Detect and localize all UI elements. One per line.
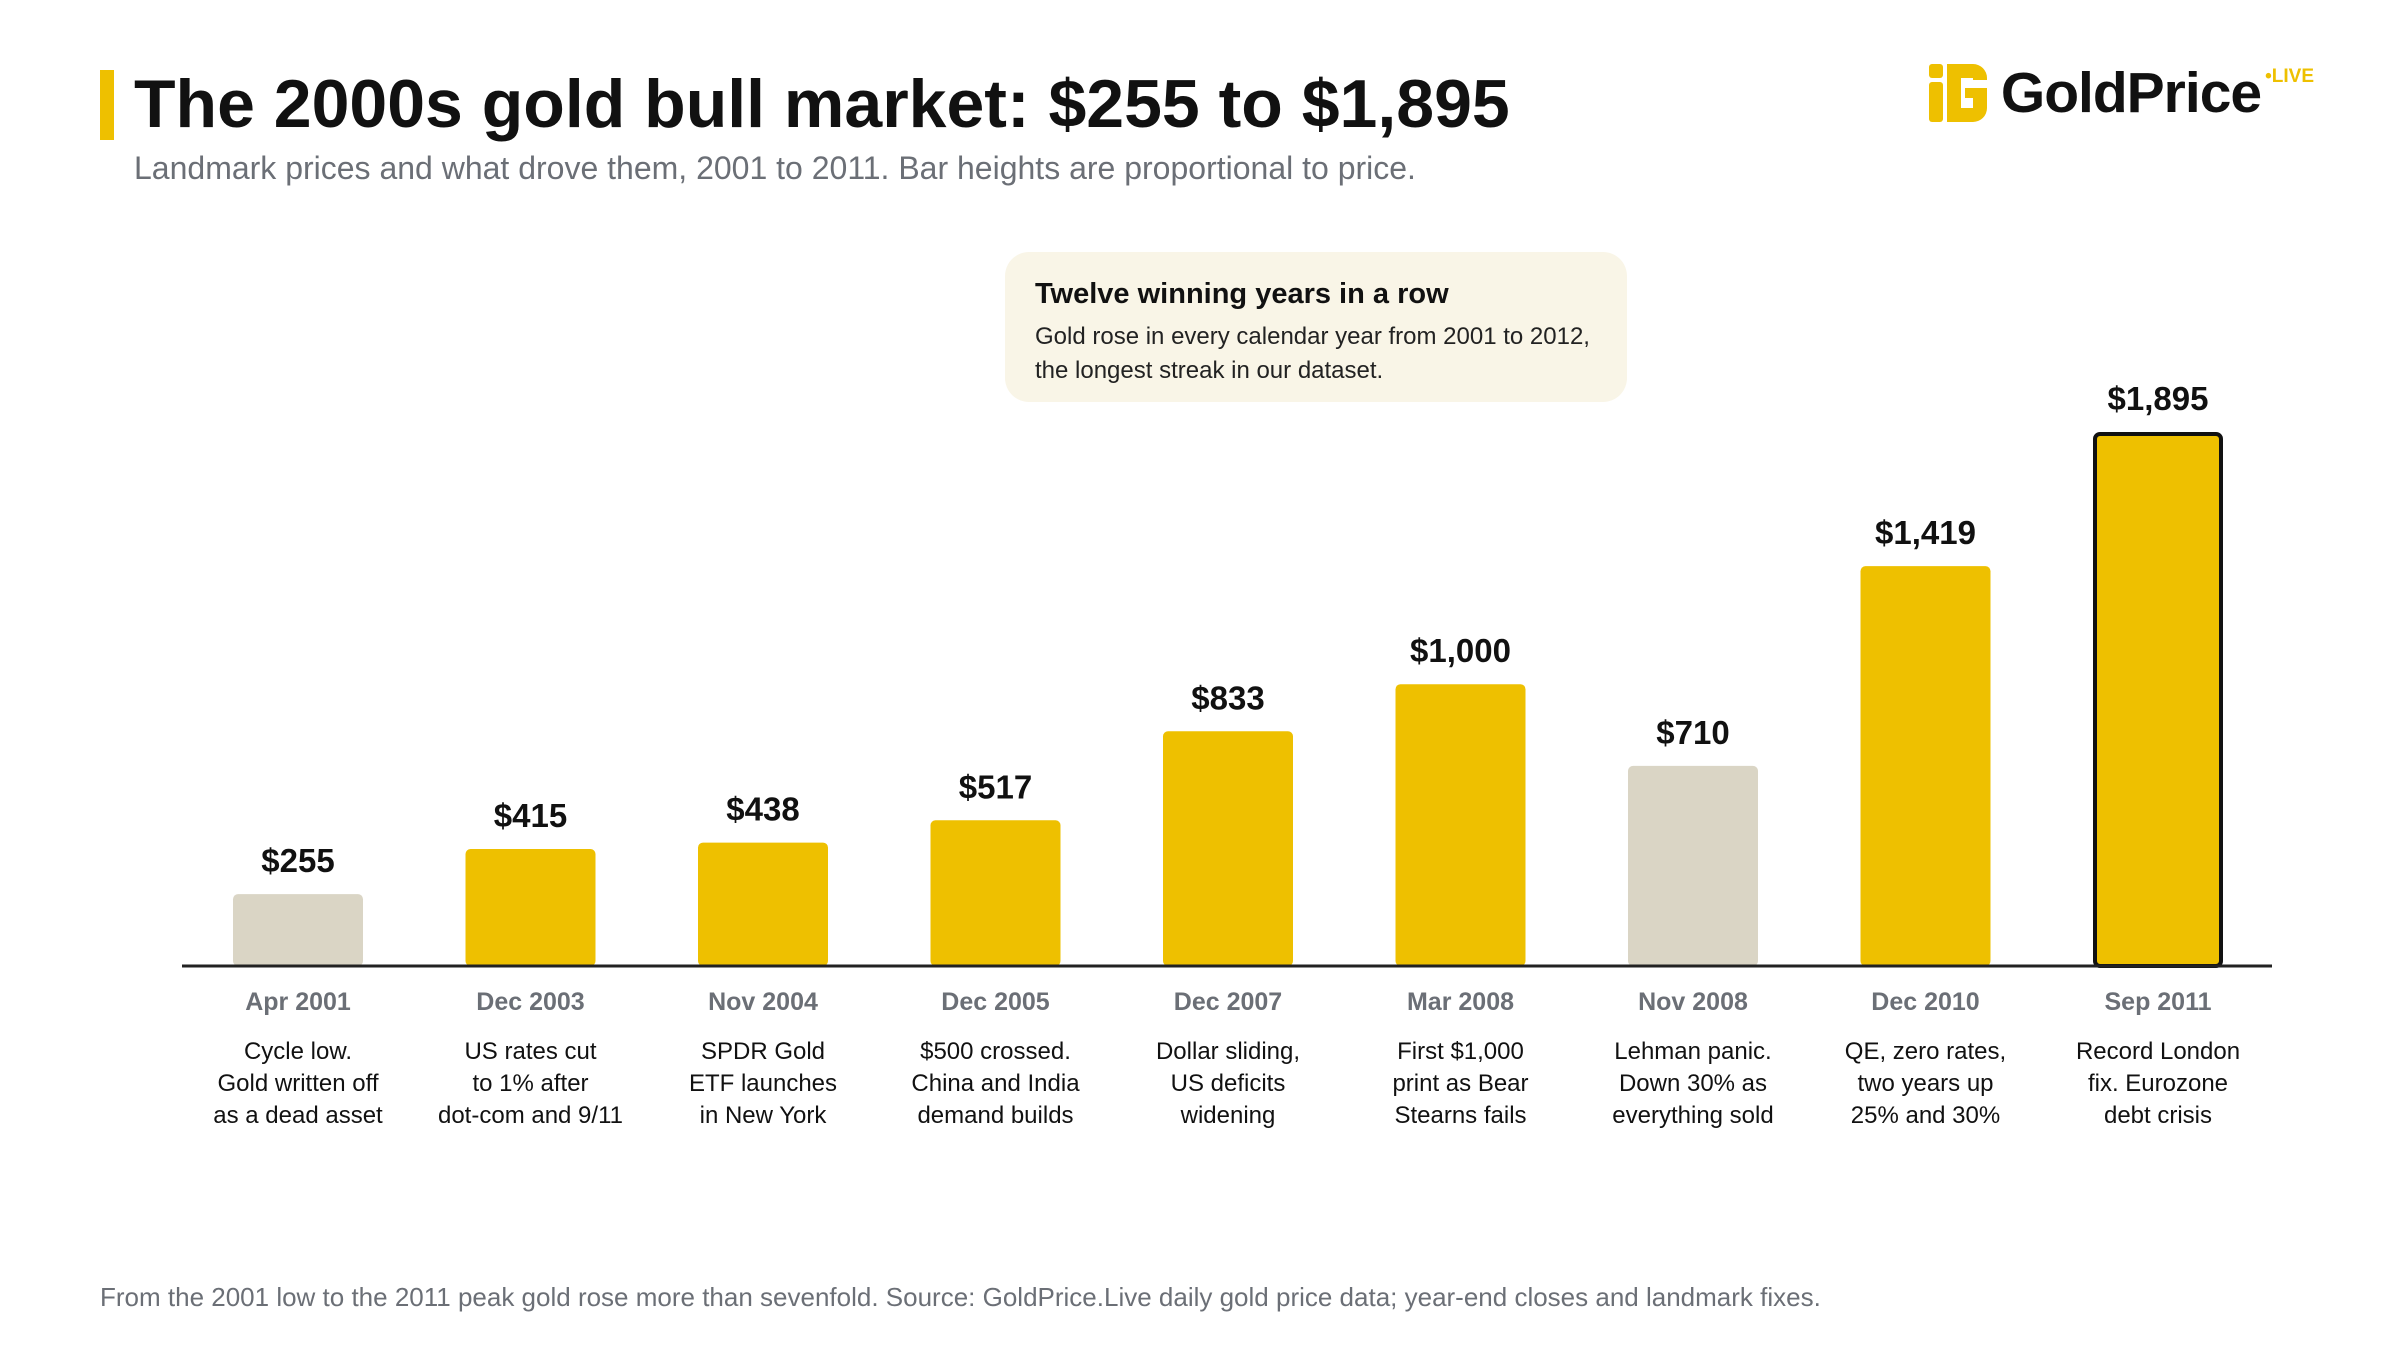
- bar-annotation: demand builds: [917, 1102, 1073, 1129]
- bar-annotation: to 1% after: [472, 1070, 588, 1097]
- goldprice-logo-icon: [1928, 64, 1987, 122]
- bar-annotation: Record London: [2076, 1038, 2240, 1065]
- bar-annotation: Lehman panic.: [1614, 1038, 1771, 1065]
- footer-note: From the 2001 low to the 2011 peak gold …: [100, 1282, 1821, 1312]
- bar-annotation: US deficits: [1171, 1070, 1286, 1097]
- callout-body: Gold rose in every calendar year from 20…: [1035, 323, 1590, 384]
- x-tick-label: Sep 2011: [2104, 988, 2211, 1016]
- bar-value-label: $415: [494, 797, 567, 834]
- bar-annotation: Dollar sliding,: [1156, 1038, 1300, 1065]
- bar: [698, 842, 828, 966]
- bar-annotation: Down 30% as: [1619, 1070, 1767, 1097]
- chart-subtitle: Landmark prices and what drove them, 200…: [134, 150, 1416, 186]
- x-tick-label: Apr 2001: [245, 988, 351, 1016]
- callout-title: Twelve winning years in a row: [1035, 278, 1449, 310]
- bar-annotation: widening: [1180, 1102, 1276, 1129]
- bar: [233, 894, 363, 966]
- bar-annotation: $500 crossed.: [920, 1038, 1071, 1065]
- bar-annotation: First $1,000: [1397, 1038, 1524, 1065]
- bar-annotation: Stearns fails: [1394, 1102, 1526, 1129]
- bar: [1395, 684, 1526, 966]
- bar-value-label: $1,895: [2108, 380, 2209, 417]
- bar-annotation: debt crisis: [2104, 1102, 2212, 1129]
- bar-value-label: $710: [1656, 714, 1729, 751]
- bar-annotation: SPDR Gold: [701, 1038, 825, 1065]
- bar-annotation: everything sold: [1612, 1102, 1773, 1129]
- bar-annotation: ETF launches: [689, 1070, 837, 1097]
- bar-value-label: $517: [959, 768, 1032, 805]
- bar-value-label: $1,419: [1875, 514, 1976, 551]
- bar-annotation: as a dead asset: [213, 1102, 383, 1129]
- bar-annotation: in New York: [700, 1102, 828, 1129]
- chart-title: The 2000s gold bull market: $255 to $1,8…: [134, 66, 1510, 142]
- x-tick-label: Mar 2008: [1407, 988, 1514, 1016]
- bar-annotation: dot-com and 9/11: [438, 1102, 623, 1129]
- x-tick-label: Dec 2005: [941, 988, 1050, 1016]
- goldprice-logo: GoldPrice •LIVE: [1927, 58, 2314, 128]
- x-tick-label: Dec 2007: [1174, 988, 1282, 1016]
- logo-live-badge: •LIVE: [2265, 66, 2314, 87]
- x-tick-label: Nov 2008: [1638, 988, 1748, 1016]
- title-accent-bar: [100, 70, 114, 140]
- bar-annotation: US rates cut: [464, 1038, 596, 1065]
- bar: [1163, 731, 1293, 966]
- bar-annotation: Gold written off: [218, 1070, 379, 1097]
- bar-value-label: $438: [726, 791, 799, 828]
- bar-annotation: China and India: [911, 1070, 1080, 1097]
- bar-annotation: Cycle low.: [244, 1038, 352, 1065]
- bar-value-label: $255: [261, 842, 334, 879]
- x-tick-label: Dec 2003: [476, 988, 584, 1016]
- callout-box: Twelve winning years in a row Gold rose …: [1005, 252, 1627, 402]
- x-tick-label: Dec 2010: [1871, 988, 1979, 1016]
- bar-value-label: $833: [1191, 679, 1264, 716]
- x-tick-label: Nov 2004: [708, 988, 818, 1016]
- bar: [465, 849, 596, 966]
- bar: [1860, 566, 1991, 966]
- bar-annotation: print as Bear: [1392, 1070, 1528, 1097]
- logo-wordmark: GoldPrice: [2000, 61, 2262, 125]
- bar: [930, 820, 1061, 966]
- bar-value-label: $1,000: [1410, 632, 1511, 669]
- bar: [1628, 765, 1758, 966]
- bar-annotation: fix. Eurozone: [2088, 1070, 2228, 1097]
- bar-annotation: two years up: [1857, 1070, 1993, 1097]
- bar-annotation: QE, zero rates,: [1845, 1038, 2006, 1065]
- bar-annotation: 25% and 30%: [1851, 1102, 2000, 1129]
- bar: [2093, 432, 2223, 968]
